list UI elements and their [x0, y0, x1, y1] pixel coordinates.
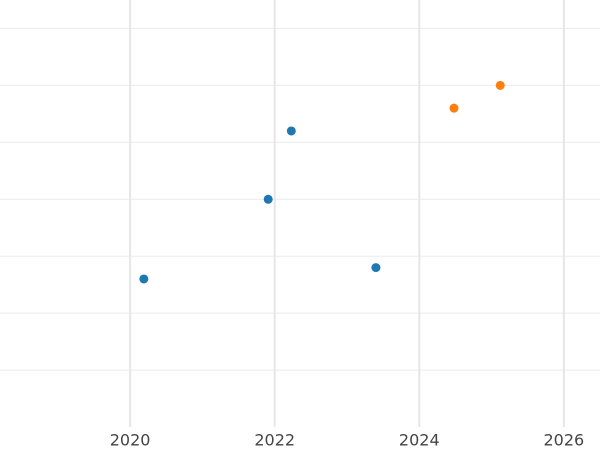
point	[371, 263, 381, 273]
point	[495, 80, 505, 90]
x-tick-label: 2022	[254, 431, 295, 450]
x-tick-label: 2024	[399, 431, 440, 450]
point	[139, 274, 149, 284]
x-tick-label: 2026	[543, 431, 584, 450]
point	[263, 194, 273, 204]
point	[286, 126, 296, 136]
x-tick-label: 2020	[110, 431, 151, 450]
point	[449, 103, 459, 113]
